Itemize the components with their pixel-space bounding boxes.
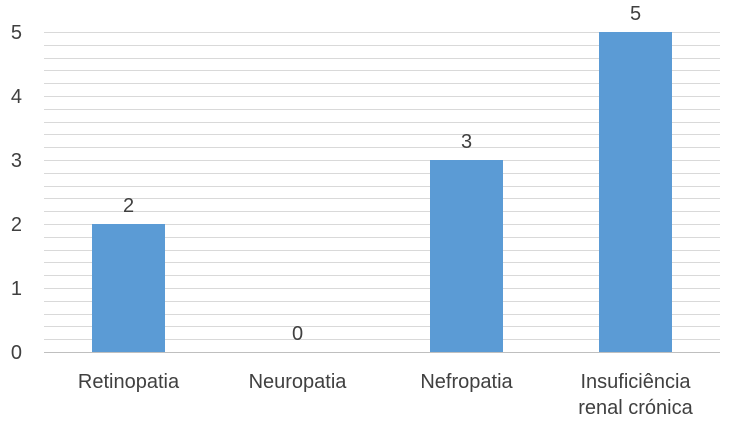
x-tick-label: Retinopatia xyxy=(78,371,180,393)
data-label: 5 xyxy=(630,3,641,25)
x-axis-tick-labels: Retinopatia Neuropatia Nefropatia Insuficiê… xyxy=(78,371,694,419)
x-tick-label: Neuropatia xyxy=(249,371,348,393)
bars xyxy=(92,32,672,352)
bar xyxy=(92,224,165,352)
y-tick-label: 2 xyxy=(11,214,22,236)
bar xyxy=(599,32,672,352)
y-axis-tick-labels: 0 1 2 3 4 5 xyxy=(11,22,22,364)
x-tick-label: renal crónica xyxy=(578,397,693,418)
bar xyxy=(430,160,503,352)
x-tick-label: Nefropatia xyxy=(420,371,513,393)
y-tick-label: 5 xyxy=(11,22,22,44)
y-tick-label: 4 xyxy=(11,86,22,108)
x-tick-label: Insuficiência xyxy=(580,371,691,393)
y-tick-label: 1 xyxy=(11,278,22,300)
y-tick-label: 0 xyxy=(11,342,22,364)
data-label: 3 xyxy=(461,131,472,153)
data-label: 2 xyxy=(123,195,134,217)
y-tick-label: 3 xyxy=(11,150,22,172)
data-label: 0 xyxy=(292,323,303,345)
